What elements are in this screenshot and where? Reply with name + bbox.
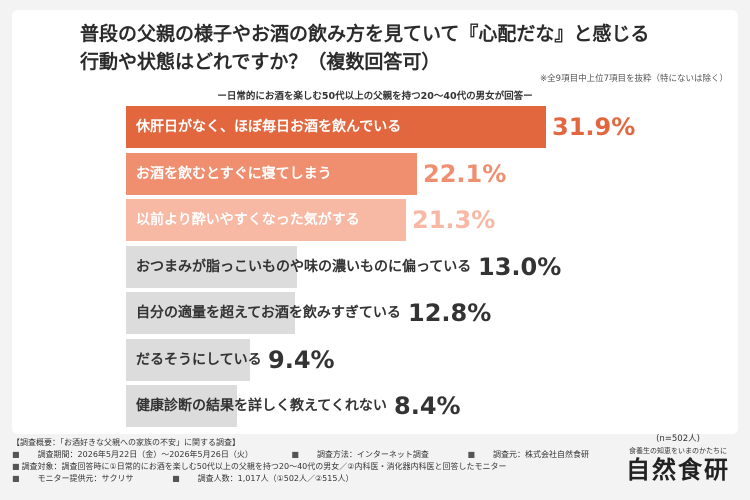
brand-block: (n=502人) 食養生の知恵をいまのかたちに 自然食研 [618, 432, 738, 484]
survey-row-2: ■ 調査対象：調査回答時に①日常的にお酒を楽しむ50代以上の父親を持つ20〜40代… [12, 462, 507, 471]
bar-value-label: 13.0% [478, 252, 562, 281]
bar [126, 199, 406, 241]
bar-category-label: だるそうにしている [136, 351, 262, 368]
bar-value-label: 9.4% [268, 345, 335, 374]
bar-value-label: 8.4% [394, 392, 461, 420]
title-line-1: 普段の父親の様子やお酒の飲み方を見ていて『心配だな』と感じる [80, 23, 650, 45]
survey-heading: 【調査概要：「お酒好きな父親への家族の不安」に関する調査】 [12, 438, 240, 447]
chart-title: 普段の父親の様子やお酒の飲み方を見ていて『心配だな』と感じる 行動や状態はどれで… [80, 20, 700, 76]
bar-category-label: 以前より酔いやすくなった気がする [136, 212, 360, 228]
bar [126, 338, 250, 381]
bar [126, 152, 417, 195]
title-line-2: 行動や状態はどれですか？（複数回答可） [80, 51, 441, 73]
survey-provider: モニター提供元：サクリサ [37, 474, 134, 483]
survey-source: 調査元：株式会社自然食研 [493, 450, 590, 459]
bar-category-label: 健康診断の結果を詳しく教えてくれない [136, 398, 387, 414]
survey-row-3: ■ モニター提供元：サクリサ ■ 調査人数：1,017人（①502人／②515人） [12, 474, 354, 483]
bar-value-label: 22.1% [423, 159, 507, 188]
bar [126, 385, 237, 427]
bar [126, 106, 546, 148]
sample-size: (n=502人) [656, 434, 700, 444]
survey-target: 調査対象：調査回答時に①日常的にお酒を楽しむ50代以上の父親を持つ20〜40代の… [21, 462, 507, 471]
bar-category-label: おつまみが脂っこいものや味の濃いものに偏っている [136, 258, 472, 275]
survey-count: 調査人数：1,017人（①502人／②515人） [197, 474, 354, 483]
survey-footer: 【調査概要：「お酒好きな父親への家族の不安」に関する調査】 ■ 調査期間：2026… [12, 437, 602, 485]
brand-tagline: 食養生の知恵をいまのかたちに [629, 447, 727, 455]
bar [126, 245, 297, 288]
bar-value-label: 21.3% [412, 206, 496, 234]
bar [126, 292, 295, 334]
survey-method: 調査方法：インターネット調査 [316, 450, 429, 459]
bar-category-label: 自分の適量を超えてお酒を飲みすぎている [136, 305, 401, 321]
bar-value-label: 31.9% [552, 113, 636, 141]
survey-row-1: ■ 調査期間：2026年5月22日（金）〜2026年5月26日（火） ■ 調査方法：… [12, 450, 590, 459]
bar-category-label: 休肝日がなく、ほぼ毎日お酒を飲んでいる [136, 119, 402, 135]
bar-value-label: 12.8% [408, 299, 492, 327]
note-text: ※全9項目中上位7項目を抜粋（特にないは除く） [540, 74, 728, 84]
brand-logo: 自然食研 [626, 455, 730, 484]
survey-period: 調査期間：2026年5月22日（金）〜2026年5月26日（火） [37, 450, 253, 459]
chart-subtitle: ー日常的にお酒を楽しむ50代以上の父親を持つ20〜40代の男女が回答ー [217, 91, 533, 102]
bar-category-label: お酒を飲むとすぐに寝てしまう [136, 165, 332, 182]
